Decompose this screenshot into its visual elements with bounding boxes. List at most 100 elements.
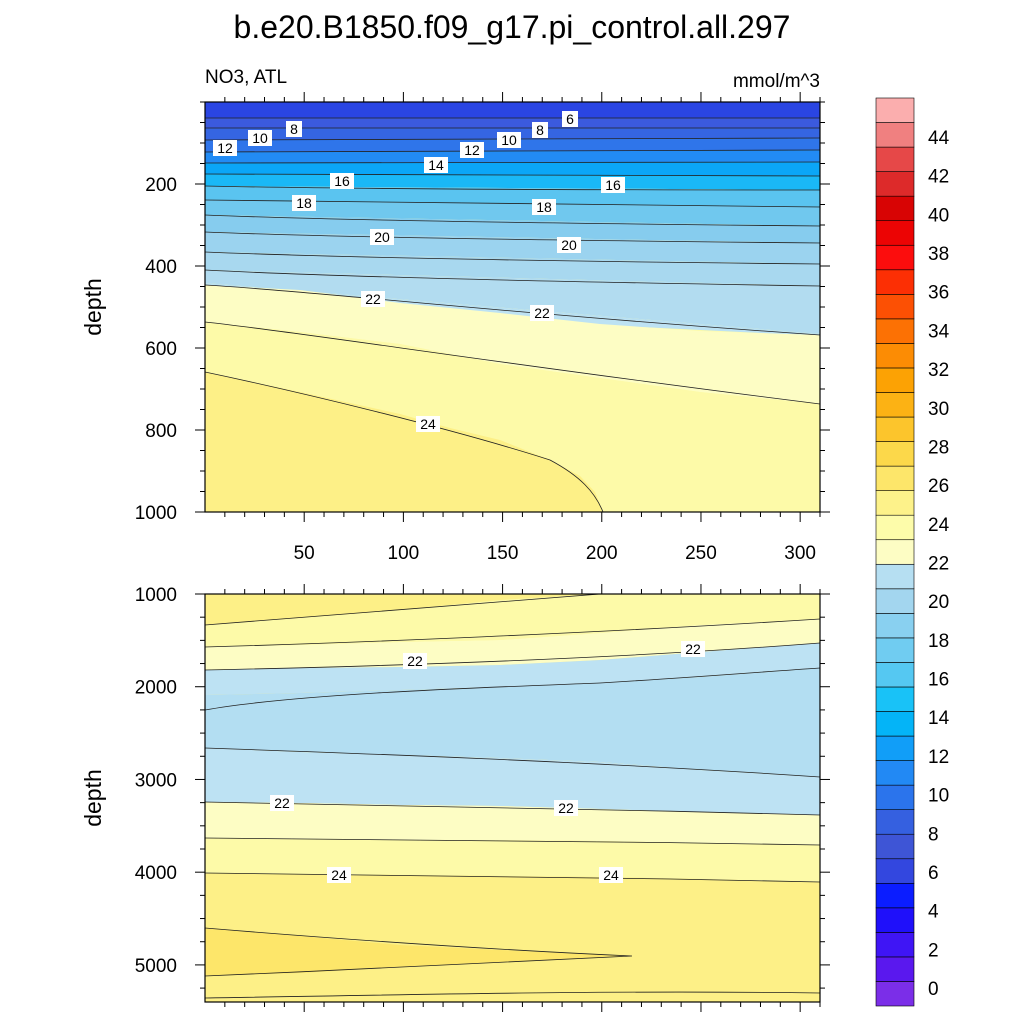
colorbar-swatch	[875, 490, 915, 516]
colorbar-swatch	[875, 932, 915, 958]
svg-text:24: 24	[420, 416, 436, 432]
lower-panel: 22 22 22 22 24 24 1000 2000 3000 4000 5000 d…	[80, 584, 830, 1012]
svg-text:20: 20	[374, 229, 390, 245]
y-tick-label: 4000	[135, 863, 177, 884]
y-tick-label: 1000	[135, 503, 177, 524]
svg-text:8: 8	[536, 122, 544, 138]
svg-text:22: 22	[534, 305, 550, 321]
colorbar-swatch	[875, 981, 915, 1007]
colorbar-swatch	[875, 809, 915, 835]
contour-label: 22	[403, 653, 427, 669]
colorbar-label: 18	[928, 631, 949, 652]
lower-contour-labels: 22 22 22 22 24 24	[270, 641, 705, 883]
colorbar: 0246810121416182022242628303234363840424…	[875, 97, 950, 1007]
y-tick-label: 1000	[135, 585, 177, 606]
svg-text:10: 10	[252, 130, 268, 146]
colorbar-swatch	[875, 195, 915, 222]
colorbar-label: 8	[928, 824, 939, 845]
svg-text:8: 8	[290, 121, 298, 137]
colorbar-label: 26	[928, 476, 949, 497]
colorbar-swatch	[875, 416, 915, 442]
upper-subtitle-left: NO3, ATL	[205, 67, 287, 88]
colorbar-label: 32	[928, 360, 949, 381]
lower-plot-frame	[204, 593, 821, 1003]
colorbar-swatch	[875, 907, 915, 933]
svg-text:22: 22	[685, 641, 701, 657]
colorbar-swatch	[875, 613, 915, 639]
colorbar-swatch	[875, 441, 915, 467]
contour-label: 24	[599, 867, 623, 883]
colorbar-label: 22	[928, 554, 949, 575]
x-tick-label: 100	[388, 543, 420, 564]
y-tick-label: 2000	[135, 678, 177, 699]
svg-text:12: 12	[217, 140, 233, 156]
contour-label: 20	[557, 237, 581, 253]
svg-text:16: 16	[334, 173, 350, 189]
svg-text:22: 22	[365, 291, 381, 307]
colorbar-label: 14	[928, 708, 950, 729]
y-tick-label: 200	[145, 175, 177, 196]
colorbar-swatch	[875, 686, 915, 712]
contour-label: 22	[530, 305, 554, 321]
upper-panel: NO3, ATL mmol/m^3	[80, 67, 830, 564]
contour-label: 22	[270, 795, 294, 811]
colorbar-swatch	[875, 662, 915, 688]
colorbar-label: 10	[928, 786, 949, 807]
colorbar-swatch	[875, 956, 915, 982]
colorbar-swatch	[875, 539, 915, 565]
colorbar-label: 6	[928, 863, 939, 884]
colorbar-swatch	[875, 97, 915, 123]
colorbar-swatch	[875, 711, 915, 737]
colorbar-label: 4	[928, 902, 939, 923]
colorbar-swatch	[875, 882, 915, 909]
chart-title: b.e20.B1850.f09_g17.pi_control.all.297	[234, 9, 791, 45]
contour-label: 12	[213, 140, 237, 156]
colorbar-swatch	[875, 465, 915, 491]
colorbar-label: 2	[928, 940, 939, 961]
upper-subtitle-right: mmol/m^3	[733, 71, 820, 92]
y-tick-label: 3000	[135, 770, 177, 791]
y-tick-label: 400	[145, 257, 177, 278]
colorbar-label: 12	[928, 747, 949, 768]
contour-label: 22	[681, 641, 705, 657]
contour-label: 24	[327, 867, 351, 883]
colorbar-swatch	[875, 318, 915, 344]
svg-text:24: 24	[603, 867, 619, 883]
colorbar-label: 44	[928, 128, 950, 149]
colorbar-label: 36	[928, 283, 949, 304]
lower-axis-ticks: 1000 2000 3000 4000 5000	[135, 584, 830, 1012]
contour-label: 8	[286, 121, 302, 137]
colorbar-swatch	[875, 171, 915, 197]
colorbar-label: 24	[928, 515, 950, 536]
colorbar-label: 40	[928, 205, 949, 226]
y-tick-label: 600	[145, 339, 177, 360]
upper-contour-labels: 6 8 8 10 10 12 12 14 16 16 18 18 20 20 2…	[213, 111, 625, 432]
colorbar-swatch	[875, 122, 915, 148]
svg-text:14: 14	[428, 157, 444, 173]
colorbar-label: 0	[928, 979, 939, 1000]
colorbar-swatch	[875, 294, 915, 320]
svg-text:18: 18	[296, 195, 312, 211]
colorbar-swatch	[875, 858, 915, 884]
colorbar-swatch	[875, 269, 915, 295]
svg-text:6: 6	[566, 111, 574, 127]
colorbar-swatch	[875, 220, 915, 246]
contour-label: 10	[497, 132, 521, 148]
svg-text:22: 22	[407, 653, 423, 669]
colorbar-swatch	[875, 367, 915, 393]
colorbar-label: 16	[928, 670, 949, 691]
contour-label: 8	[532, 122, 548, 138]
colorbar-label: 20	[928, 592, 949, 613]
colorbar-swatch	[875, 760, 915, 786]
contour-label: 24	[416, 416, 440, 432]
y-tick-label: 5000	[135, 956, 177, 977]
colorbar-swatch	[875, 735, 915, 761]
contour-label: 18	[532, 199, 556, 215]
svg-text:22: 22	[558, 800, 574, 816]
colorbar-swatch	[875, 392, 915, 418]
contour-label: 16	[601, 177, 625, 193]
colorbar-swatch	[875, 588, 915, 614]
svg-text:24: 24	[331, 867, 347, 883]
colorbar-label: 34	[928, 321, 950, 342]
svg-text:12: 12	[464, 142, 480, 158]
